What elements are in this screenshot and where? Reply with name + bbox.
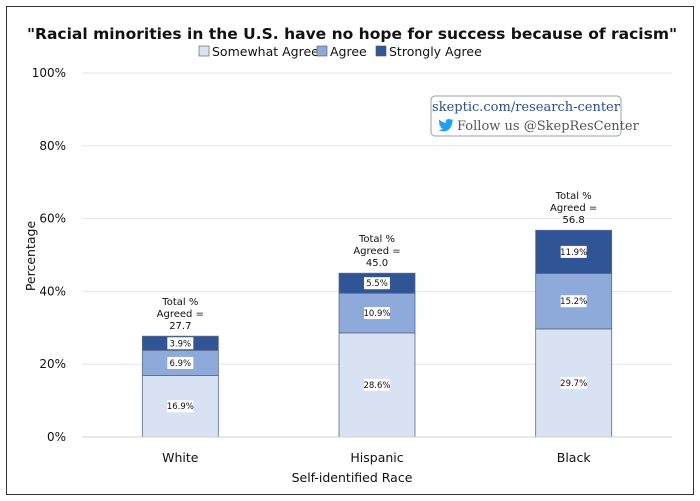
twitter-bird-icon: [438, 118, 454, 132]
segment-label-bg: [560, 376, 587, 389]
y-tick-label: 0%: [47, 430, 66, 444]
segment-label-bg: [167, 337, 194, 350]
segment-label: 16.9%: [167, 402, 194, 412]
y-tick-label: 20%: [39, 357, 66, 371]
y-tick-label: 100%: [32, 66, 66, 80]
total-label: Agreed =: [550, 203, 597, 214]
watermark-box: skeptic.com/research-center Follow us @S…: [430, 95, 640, 137]
segment-label: 29.7%: [560, 379, 587, 389]
total-label: 27.7: [169, 321, 191, 332]
y-tick-label: 40%: [39, 284, 66, 298]
total-label: Total %: [358, 234, 395, 245]
legend-label-strongly-agree: Strongly Agree: [389, 44, 482, 59]
x-category-label: White: [162, 450, 199, 465]
bars: 16.9% 6.9% 3.9% 28.6% 10.9% 5.5% 29.7% 15.2% 11.…: [141, 229, 613, 438]
segment-label: 10.9%: [363, 309, 390, 319]
legend-swatch-agree: [316, 45, 328, 57]
segment-label: 3.9%: [170, 339, 192, 349]
total-label: Total %: [161, 297, 198, 308]
segment-label-bg: [364, 307, 390, 320]
legend-label-somewhat-agree: Somewhat Agree: [212, 44, 319, 59]
legend-label-agree: Agree: [330, 44, 367, 59]
total-label: Total %: [555, 191, 592, 202]
legend-swatch-strongly-agree: [375, 45, 387, 57]
y-axis-label: Percentage: [23, 221, 38, 292]
segment-label-bg: [364, 378, 390, 391]
y-axis-ticks: 0% 20% 40% 60% 80% 100%: [32, 66, 66, 444]
x-category-label: Hispanic: [350, 450, 403, 465]
legend: Somewhat Agree Agree Strongly Agree: [198, 44, 482, 59]
segment-label: 6.9%: [170, 359, 192, 369]
x-axis-categories: White Hispanic Black: [162, 450, 591, 465]
total-label: 45.0: [366, 258, 388, 269]
y-tick-label: 60%: [39, 212, 66, 226]
watermark-follow: Follow us @SkepResCenter: [457, 119, 640, 134]
segment-label-bg: [364, 277, 390, 290]
segment-label: 28.6%: [363, 381, 390, 391]
legend-swatch-somewhat-agree: [198, 45, 210, 57]
chart-title: "Racial minorities in the U.S. have no h…: [27, 25, 677, 43]
segment-label-bg: [167, 356, 194, 369]
total-label: Agreed =: [353, 246, 400, 257]
segment-label-bg: [560, 295, 587, 308]
segment-label: 15.2%: [560, 297, 587, 307]
segment-label-bg: [560, 245, 587, 258]
watermark-link: skeptic.com/research-center: [432, 100, 621, 115]
watermark-border: [430, 95, 622, 137]
x-category-label: Black: [557, 450, 592, 465]
total-label: Agreed =: [157, 309, 204, 320]
y-tick-label: 80%: [39, 139, 66, 153]
total-label: 56.8: [563, 215, 585, 226]
segment-label-bg: [167, 400, 194, 413]
x-axis-label: Self-identified Race: [292, 470, 413, 485]
segment-label: 5.5%: [366, 279, 388, 289]
segment-label: 11.9%: [560, 248, 587, 258]
